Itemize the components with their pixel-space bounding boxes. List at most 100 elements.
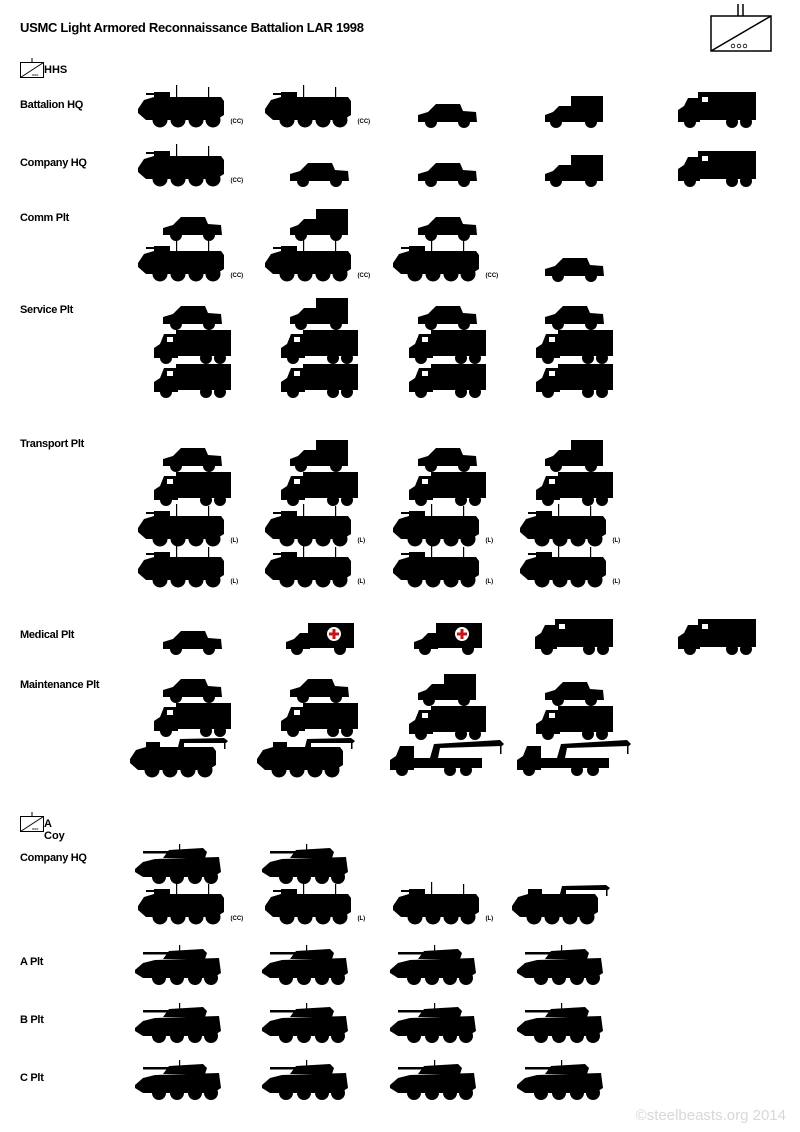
row-label: Medical Plt [20, 629, 75, 641]
lav-c2-icon [137, 504, 224, 547]
lav-25-icon [262, 1003, 348, 1043]
row-label: Company HQ [20, 157, 87, 169]
row-label: Transport Plt [20, 438, 84, 450]
hmmwv-icon [544, 682, 604, 706]
lav-r-icon [512, 885, 610, 925]
lav-25-icon [390, 945, 476, 985]
lav-c2-icon [137, 239, 224, 282]
vehicle-role-tag: (CC) [485, 273, 499, 279]
unit-label: A Coy [44, 818, 65, 842]
lav-c2-icon [264, 504, 351, 547]
cargo-truck-icon [280, 364, 358, 398]
vehicle-role-tag: (L) [485, 579, 494, 585]
vehicle-role-tag: (CC) [230, 273, 244, 279]
lav-c2-icon [264, 85, 351, 128]
lav-25-icon [262, 945, 348, 985]
cargo-truck-icon [153, 364, 231, 398]
recon-company-symbol-icon: ooo [20, 812, 44, 832]
hmmwv-icon [417, 104, 477, 128]
wrecker-icon [390, 740, 504, 776]
lav-c2-icon [392, 882, 479, 925]
page-title: USMC Light Armored Reconnaissance Battal… [20, 20, 364, 35]
cargo-truck-icon [153, 330, 231, 364]
vehicle-role-tag: (L) [357, 916, 366, 922]
row-label: Comm Plt [20, 212, 69, 224]
vehicle-role-tag: (L) [230, 579, 239, 585]
vehicle-role-tag: (L) [357, 538, 366, 544]
lav-25-icon [517, 1060, 603, 1100]
hmmwv-icon [289, 163, 349, 187]
lav-c2-icon [264, 545, 351, 588]
hmmwv-icon [417, 448, 477, 472]
hmmwv-shelter-icon [544, 96, 603, 128]
svg-text:ooo: ooo [32, 73, 38, 77]
ambulance-icon [285, 623, 354, 655]
hmmwv-shelter-icon [417, 674, 476, 706]
cargo-truck-icon [408, 706, 486, 740]
lav-c2-icon [519, 545, 606, 588]
cargo-truck-icon [153, 472, 231, 506]
lav-r-icon [130, 738, 228, 778]
lav-c2-icon [392, 239, 479, 282]
box-truck-icon [677, 92, 756, 128]
lav-c2-icon [137, 85, 224, 128]
ambulance-icon [413, 623, 482, 655]
vehicle-role-tag: (L) [612, 538, 621, 544]
vehicle-role-tag: (CC) [357, 119, 371, 125]
lav-25-icon [135, 1003, 221, 1043]
vehicle-role-tag: (L) [485, 538, 494, 544]
vehicle-role-tag: (L) [357, 579, 366, 585]
hmmwv-shelter-icon [544, 440, 603, 472]
cargo-truck-icon [408, 472, 486, 506]
recon-company-symbol-icon: ooo [20, 58, 44, 78]
lav-25-icon [135, 1060, 221, 1100]
lav-25-icon [135, 945, 221, 985]
hmmwv-shelter-icon [289, 209, 348, 241]
cargo-truck-icon [408, 364, 486, 398]
lav-25-icon [262, 844, 348, 884]
lav-25-icon [517, 945, 603, 985]
lav-r-icon [257, 738, 355, 778]
box-truck-icon [677, 619, 756, 655]
lav-25-icon [390, 1003, 476, 1043]
lav-c2-icon [392, 504, 479, 547]
cargo-truck-icon [535, 706, 613, 740]
lav-c2-icon [137, 545, 224, 588]
lav-c2-icon [392, 545, 479, 588]
hmmwv-icon [162, 679, 222, 703]
unit-header-hhs: ooo HHS [20, 58, 67, 78]
vehicle-role-tag: (L) [612, 579, 621, 585]
hmmwv-shelter-icon [544, 155, 603, 187]
hmmwv-icon [544, 258, 604, 282]
cargo-truck-icon [535, 330, 613, 364]
battalion-symbol-icon [710, 4, 772, 52]
vehicle-role-tag: (CC) [230, 916, 244, 922]
lav-c2-icon [264, 239, 351, 282]
cargo-truck-icon [280, 472, 358, 506]
hmmwv-shelter-icon [289, 298, 348, 330]
wrecker-icon [517, 740, 631, 776]
cargo-truck-icon [535, 472, 613, 506]
box-truck-icon [534, 619, 613, 655]
row-label: Maintenance Plt [20, 679, 100, 691]
cargo-truck-icon [280, 330, 358, 364]
vehicle-role-tag: (CC) [357, 273, 371, 279]
box-truck-icon [677, 151, 756, 187]
hmmwv-icon [162, 448, 222, 472]
lav-25-icon [135, 844, 221, 884]
lav-25-icon [390, 1060, 476, 1100]
svg-text:ooo: ooo [32, 827, 38, 831]
unit-header-a-coy: ooo A Coy [20, 812, 65, 842]
row-label: B Plt [20, 1014, 44, 1026]
lav-c2-icon [137, 882, 224, 925]
unit-label: HHS [44, 64, 68, 76]
hmmwv-icon [289, 679, 349, 703]
hmmwv-shelter-icon [289, 440, 348, 472]
cargo-truck-icon [153, 703, 231, 737]
hmmwv-icon [417, 306, 477, 330]
row-label: Battalion HQ [20, 99, 84, 111]
hmmwv-icon [417, 217, 477, 241]
vehicle-role-tag: (CC) [230, 119, 244, 125]
row-label: A Plt [20, 956, 44, 968]
cargo-truck-icon [535, 364, 613, 398]
